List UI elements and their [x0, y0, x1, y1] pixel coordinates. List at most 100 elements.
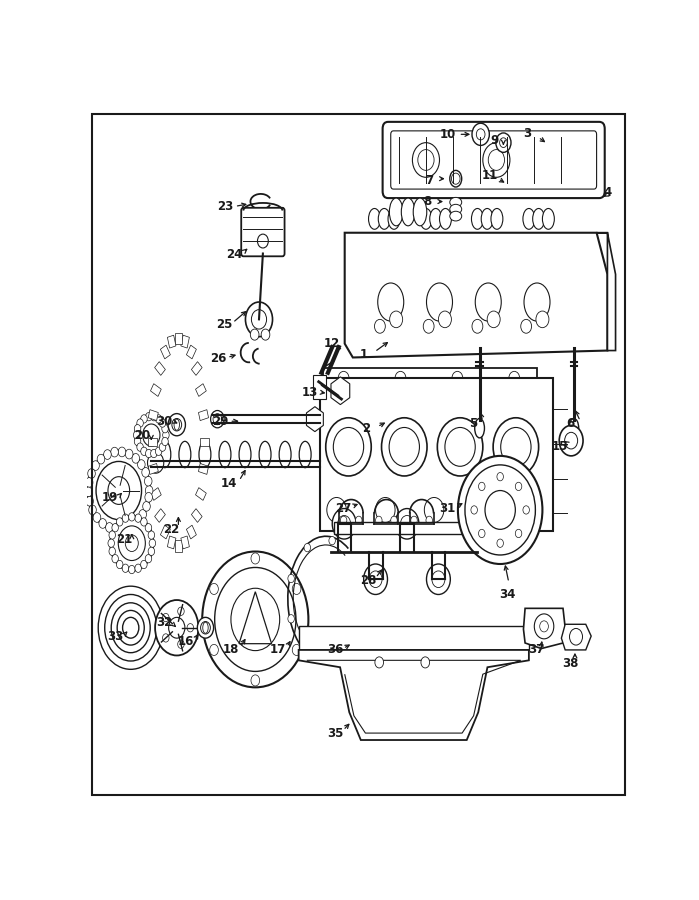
Circle shape	[251, 675, 259, 686]
Text: 13: 13	[301, 385, 317, 399]
Circle shape	[118, 526, 145, 561]
Text: 6: 6	[566, 417, 575, 430]
Text: 37: 37	[528, 644, 544, 656]
Circle shape	[515, 482, 522, 491]
Circle shape	[522, 498, 541, 522]
Circle shape	[391, 517, 397, 525]
Bar	[167, 536, 176, 549]
Circle shape	[493, 418, 539, 476]
Ellipse shape	[168, 414, 185, 436]
Circle shape	[125, 535, 138, 552]
Circle shape	[521, 320, 532, 333]
Circle shape	[257, 234, 268, 248]
Ellipse shape	[201, 622, 210, 634]
Ellipse shape	[449, 197, 462, 207]
Text: 8: 8	[424, 195, 432, 208]
Polygon shape	[313, 374, 326, 399]
Ellipse shape	[413, 198, 427, 226]
Circle shape	[418, 149, 434, 170]
Ellipse shape	[475, 283, 501, 321]
Circle shape	[515, 529, 522, 537]
Text: 24: 24	[226, 248, 243, 261]
Circle shape	[326, 418, 371, 476]
Circle shape	[432, 571, 445, 588]
Circle shape	[105, 595, 157, 661]
Circle shape	[210, 644, 218, 655]
Circle shape	[426, 564, 450, 595]
Bar	[148, 410, 158, 420]
Ellipse shape	[569, 418, 579, 438]
Circle shape	[135, 414, 168, 456]
Text: 15: 15	[552, 440, 568, 453]
Circle shape	[111, 603, 150, 652]
Text: 10: 10	[440, 128, 456, 140]
Circle shape	[145, 449, 152, 458]
Ellipse shape	[449, 170, 462, 187]
Circle shape	[471, 506, 477, 514]
Text: 19: 19	[102, 491, 118, 504]
Text: 38: 38	[563, 657, 579, 670]
Bar	[196, 488, 206, 500]
Circle shape	[85, 478, 93, 487]
Ellipse shape	[368, 209, 380, 230]
Circle shape	[117, 518, 123, 526]
Circle shape	[122, 564, 129, 572]
Circle shape	[497, 472, 503, 481]
Ellipse shape	[197, 617, 214, 638]
Bar	[181, 335, 189, 348]
Ellipse shape	[389, 198, 403, 226]
Polygon shape	[597, 233, 616, 351]
Circle shape	[375, 517, 382, 525]
Circle shape	[155, 600, 199, 655]
Ellipse shape	[199, 441, 211, 468]
Ellipse shape	[179, 441, 191, 468]
Circle shape	[148, 531, 154, 539]
Circle shape	[143, 424, 160, 446]
Text: 33: 33	[108, 630, 124, 643]
Circle shape	[159, 443, 166, 451]
Circle shape	[210, 583, 218, 595]
Circle shape	[145, 486, 153, 495]
Circle shape	[85, 487, 92, 497]
Ellipse shape	[377, 283, 404, 321]
Bar	[160, 526, 171, 539]
Text: 31: 31	[440, 502, 456, 515]
Circle shape	[118, 447, 126, 457]
Circle shape	[500, 138, 507, 148]
Circle shape	[452, 173, 460, 184]
Circle shape	[132, 454, 140, 464]
Circle shape	[369, 571, 382, 588]
Polygon shape	[239, 591, 271, 644]
Circle shape	[145, 492, 152, 502]
Circle shape	[155, 415, 162, 423]
Circle shape	[108, 477, 129, 504]
Circle shape	[127, 521, 135, 531]
Polygon shape	[298, 650, 529, 740]
Circle shape	[426, 517, 433, 525]
Circle shape	[458, 456, 542, 564]
Ellipse shape	[475, 418, 484, 438]
Bar	[199, 464, 208, 474]
Circle shape	[565, 432, 577, 449]
Circle shape	[250, 329, 259, 340]
Text: 35: 35	[327, 726, 344, 740]
Circle shape	[139, 509, 147, 519]
Circle shape	[97, 454, 105, 464]
Circle shape	[329, 652, 336, 661]
Text: 22: 22	[164, 523, 180, 536]
Text: 29: 29	[212, 415, 229, 428]
Bar	[199, 410, 208, 420]
Circle shape	[292, 583, 301, 595]
Circle shape	[163, 634, 169, 642]
Circle shape	[148, 547, 154, 555]
Circle shape	[483, 142, 510, 177]
Circle shape	[509, 417, 519, 430]
Bar	[187, 345, 196, 359]
Circle shape	[304, 544, 310, 552]
Circle shape	[106, 523, 113, 532]
Ellipse shape	[279, 441, 291, 468]
Circle shape	[329, 536, 336, 544]
Circle shape	[327, 498, 346, 522]
Circle shape	[134, 517, 141, 526]
Ellipse shape	[440, 209, 452, 230]
